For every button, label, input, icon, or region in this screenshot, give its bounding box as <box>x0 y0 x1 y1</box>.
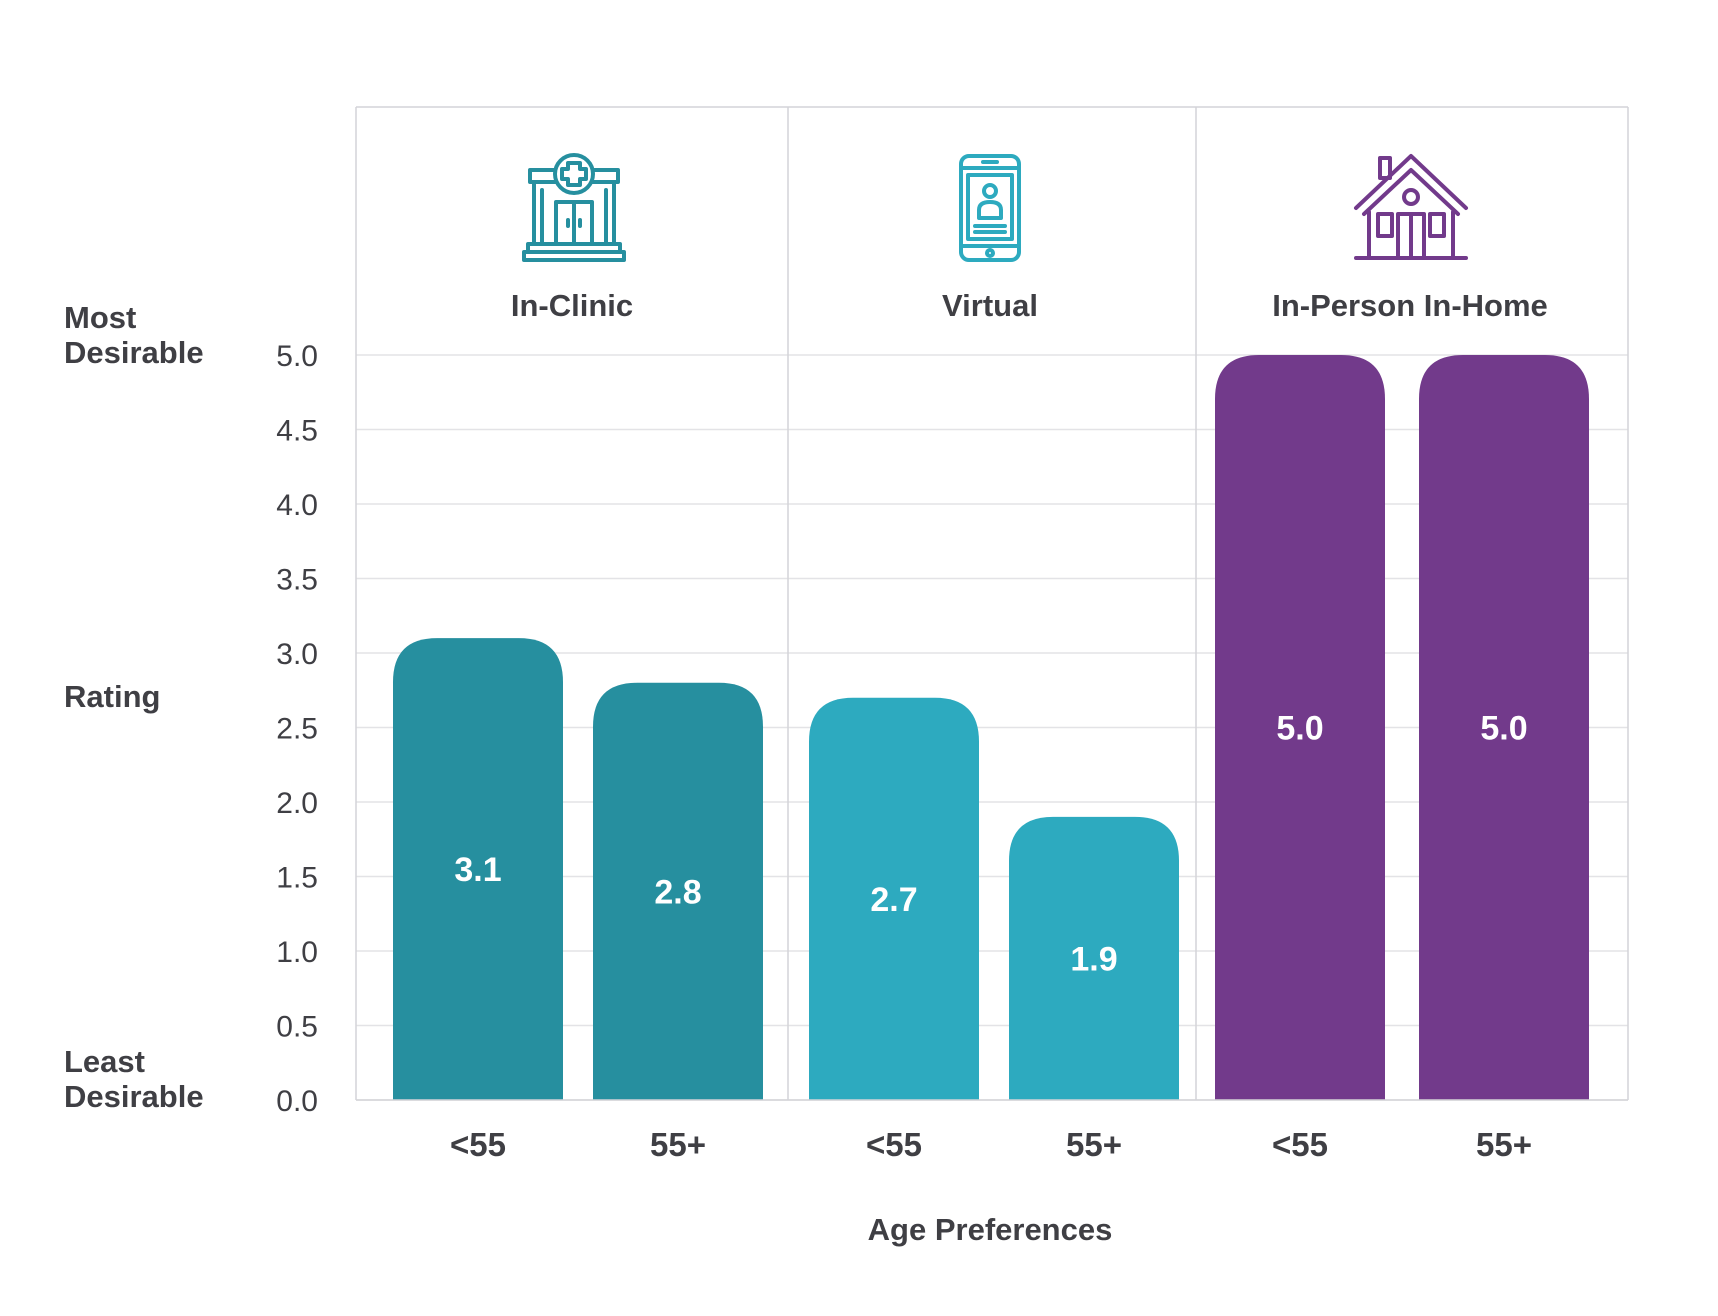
y-tick-label: 4.5 <box>276 415 318 448</box>
y-tick-label: 3.0 <box>276 638 318 671</box>
group-label: In-Clinic <box>511 288 633 323</box>
x-category-label: <55 <box>866 1126 922 1163</box>
y-label-desirable-top: Desirable <box>64 335 204 370</box>
smartphone-doctor-icon <box>959 154 1021 262</box>
y-tick-label: 1.0 <box>276 936 318 969</box>
bar <box>1419 355 1589 1100</box>
grid-layer <box>356 354 1628 1101</box>
frame-layer <box>355 106 1629 1101</box>
group-label: In-Person In-Home <box>1272 288 1548 323</box>
x-category-label: <55 <box>450 1126 506 1163</box>
clinic-building-icon <box>522 153 626 262</box>
bar-value-label: 1.9 <box>1070 940 1117 978</box>
y-tick-label: 3.5 <box>276 564 318 597</box>
bar <box>1215 355 1385 1100</box>
y-tick-label: 1.5 <box>276 862 318 895</box>
icon-layer <box>522 153 1468 262</box>
category-labels: <55 55+ <55 55+ <55 55+ <box>450 1126 1532 1163</box>
group-label: Virtual <box>942 288 1038 323</box>
y-tick-label: 0.5 <box>276 1011 318 1044</box>
bar-layer <box>393 355 1589 1100</box>
x-category-label: 55+ <box>1476 1126 1532 1163</box>
y-tick-label: 0.0 <box>276 1085 318 1118</box>
bar <box>809 697 979 1100</box>
bar-value-label: 3.1 <box>454 851 501 889</box>
y-axis-title: Rating <box>64 679 160 714</box>
y-tick-label: 2.0 <box>276 787 318 820</box>
y-label-least: Least <box>64 1044 145 1079</box>
bar <box>393 638 563 1100</box>
group-labels: In-Clinic Virtual In-Person In-Home <box>511 288 1548 323</box>
y-tick-label: 2.5 <box>276 713 318 746</box>
x-category-label: 55+ <box>1066 1126 1122 1163</box>
x-axis-title: Age Preferences <box>868 1212 1113 1247</box>
bar-value-label: 2.7 <box>870 881 917 919</box>
y-label-most: Most <box>64 300 136 335</box>
bar <box>1009 816 1179 1100</box>
y-tick-label: 4.0 <box>276 489 318 522</box>
bar-value-label: 5.0 <box>1480 710 1527 748</box>
y-tick-label: 5.0 <box>276 340 318 373</box>
value-labels: 3.1 2.8 2.7 1.9 5.0 5.0 <box>454 710 1527 979</box>
x-category-label: <55 <box>1272 1126 1328 1163</box>
bar <box>593 682 763 1100</box>
y-tick-labels: 0.0 0.5 1.0 1.5 2.0 2.5 3.0 3.5 4.0 4.5 5.0 <box>276 340 318 1118</box>
y-label-desirable-bottom: Desirable <box>64 1079 204 1114</box>
bar-value-label: 5.0 <box>1276 710 1323 748</box>
bar-value-label: 2.8 <box>654 873 701 911</box>
x-category-label: 55+ <box>650 1126 706 1163</box>
house-icon <box>1354 154 1468 260</box>
